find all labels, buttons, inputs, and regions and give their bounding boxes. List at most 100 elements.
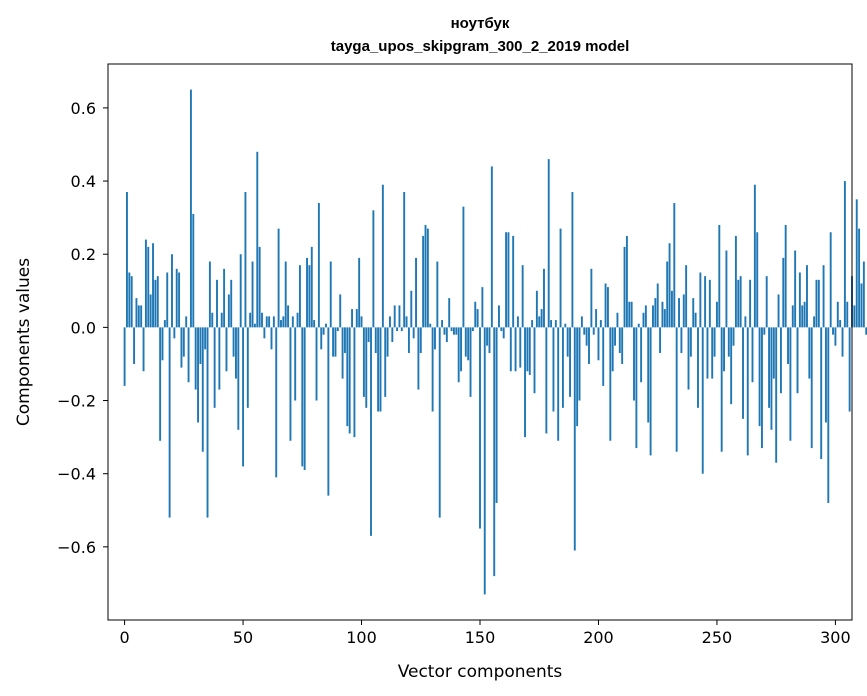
- bar-246: [706, 327, 709, 379]
- bar-293: [817, 279, 820, 328]
- bar-209: [618, 327, 621, 353]
- bar-135: [443, 327, 446, 335]
- bar-26: [185, 316, 188, 328]
- bar-145: [467, 327, 470, 361]
- bar-197: [590, 268, 593, 328]
- bar-101: [362, 327, 365, 397]
- bar-206: [611, 327, 614, 372]
- bar-67: [282, 316, 285, 328]
- bar-68: [284, 261, 287, 328]
- bar-21: [173, 327, 176, 339]
- bar-149: [476, 309, 479, 328]
- bar-289: [808, 327, 811, 379]
- y-tick-label: 0.0: [71, 318, 96, 337]
- bar-109: [381, 184, 384, 328]
- bar-268: [758, 327, 761, 427]
- bar-40: [218, 327, 221, 390]
- bar-112: [389, 316, 391, 328]
- bar-243: [699, 272, 702, 328]
- bar-69: [287, 305, 290, 328]
- x-tick-label: 250: [702, 628, 733, 647]
- bar-168: [521, 265, 524, 328]
- x-axis-ticks: 0 50 100 150 200 250 300: [119, 620, 851, 647]
- bar-272: [768, 327, 771, 408]
- bar-270: [763, 327, 766, 335]
- bar-200: [597, 327, 600, 361]
- bar-175: [538, 316, 541, 328]
- bar-79: [310, 246, 313, 328]
- bar-238: [687, 327, 690, 390]
- bar-110: [384, 327, 387, 397]
- bar-220: [644, 305, 647, 328]
- bar-262: [744, 316, 747, 328]
- bar-178: [545, 327, 548, 434]
- bar-213: [628, 301, 631, 328]
- bar-191: [576, 327, 579, 427]
- bar-166: [516, 316, 519, 328]
- bar-65: [277, 228, 280, 328]
- bar-132: [436, 261, 439, 328]
- bar-192: [578, 327, 581, 401]
- bar-227: [661, 301, 664, 328]
- bar-17: [163, 320, 166, 328]
- bar-310: [858, 228, 861, 328]
- bar-22: [175, 268, 178, 328]
- bar-44: [227, 294, 230, 328]
- bar-34: [204, 327, 207, 350]
- bar-161: [505, 232, 508, 328]
- bar-143: [462, 206, 465, 328]
- bar-37: [211, 312, 214, 328]
- bar-279: [784, 224, 787, 328]
- bar-311: [860, 283, 863, 328]
- bar-115: [396, 327, 399, 332]
- bar-128: [426, 228, 429, 328]
- bar-151: [481, 287, 484, 328]
- bar-226: [659, 327, 662, 353]
- bar-292: [815, 279, 818, 328]
- bar-266: [753, 184, 756, 328]
- bar-49: [239, 254, 242, 328]
- bar-89: [334, 327, 337, 357]
- bar-137: [448, 298, 451, 328]
- bar-201: [599, 320, 602, 328]
- bar-150: [479, 327, 481, 529]
- bar-14: [156, 276, 159, 328]
- bar-207: [614, 327, 617, 346]
- bar-36: [208, 261, 211, 328]
- bar-9: [144, 239, 147, 328]
- bar-148: [474, 301, 477, 328]
- bar-223: [652, 305, 654, 328]
- bar-55: [253, 323, 256, 328]
- bar-265: [751, 327, 754, 383]
- bar-27: [187, 327, 190, 383]
- bar-75: [301, 327, 304, 467]
- bar-46: [232, 327, 235, 357]
- bar-194: [583, 327, 586, 335]
- bar-276: [777, 294, 780, 328]
- bar-96: [351, 309, 353, 328]
- bar-261: [742, 327, 744, 419]
- bar-180: [550, 320, 553, 328]
- bar-153: [486, 327, 489, 346]
- bar-140: [455, 327, 458, 335]
- bar-171: [528, 327, 531, 375]
- bar-2: [128, 272, 131, 328]
- bar-125: [419, 327, 422, 353]
- bar-303: [841, 327, 844, 357]
- bar-218: [640, 327, 643, 383]
- bar-20: [171, 254, 173, 328]
- y-tick-label: −0.2: [57, 392, 96, 411]
- bar-286: [801, 305, 804, 328]
- bar-24: [180, 327, 183, 368]
- bar-222: [649, 327, 652, 456]
- bar-114: [393, 305, 396, 328]
- bar-139: [452, 327, 455, 335]
- bar-91: [339, 294, 342, 328]
- bar-97: [353, 327, 356, 438]
- bar-277: [779, 327, 782, 394]
- bar-105: [372, 210, 375, 328]
- bar-198: [592, 327, 595, 335]
- bar-165: [514, 327, 517, 372]
- bar-196: [588, 327, 590, 364]
- bar-72: [294, 327, 297, 401]
